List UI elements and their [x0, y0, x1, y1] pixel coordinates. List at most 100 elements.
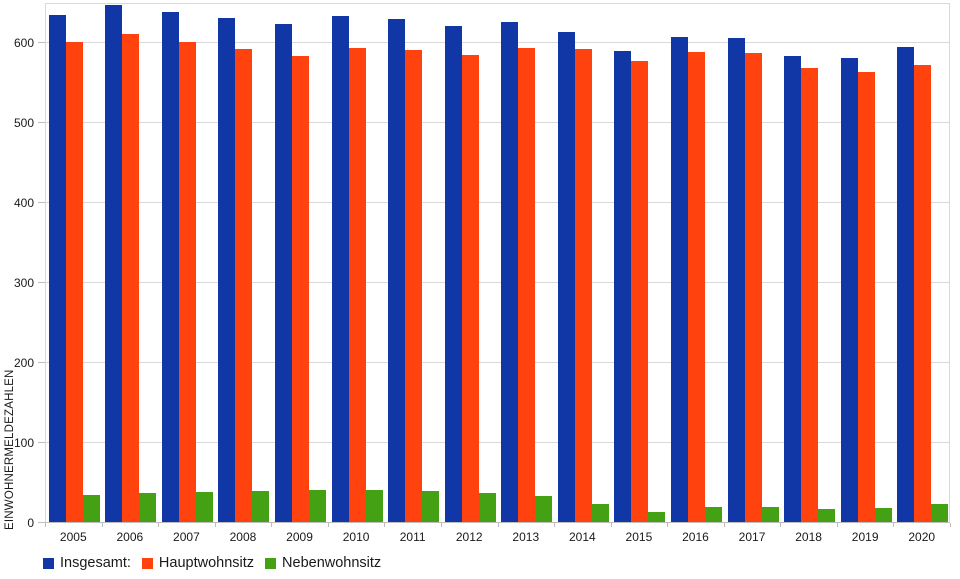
bar-insgesamt-2008	[218, 18, 236, 522]
gridline-300	[46, 282, 949, 283]
x-axis-label-2020: 2020	[908, 530, 936, 544]
bar-insgesamt-2005	[48, 14, 66, 522]
bar-nebenwohnsitz-2016	[704, 506, 722, 522]
bar-nebenwohnsitz-2012	[478, 493, 496, 522]
bar-group-2015	[612, 4, 669, 522]
y-tick	[38, 42, 45, 43]
y-tick	[38, 442, 45, 443]
x-axis-label-2006: 2006	[116, 530, 144, 544]
x-tick	[440, 523, 442, 527]
bar-nebenwohnsitz-2020	[931, 503, 949, 522]
bar-nebenwohnsitz-2013	[535, 495, 553, 522]
y-axis-label-300: 300	[13, 276, 34, 290]
x-axis-label-2013: 2013	[512, 530, 540, 544]
x-tick	[45, 523, 46, 527]
x-tick	[384, 523, 386, 527]
x-tick	[950, 523, 951, 527]
y-axis-label-600: 600	[13, 36, 34, 50]
plot-area	[45, 3, 950, 523]
gridline-400	[46, 202, 949, 203]
x-axis-label-2014: 2014	[568, 530, 596, 544]
x-axis-label-2019: 2019	[851, 530, 879, 544]
x-tick	[214, 523, 216, 527]
x-tick	[101, 523, 103, 527]
bar-hauptwohnsitz-2016	[687, 52, 705, 522]
bar-insgesamt-2013	[501, 22, 519, 522]
bar-nebenwohnsitz-2007	[195, 491, 213, 522]
bar-nebenwohnsitz-2005	[82, 494, 100, 522]
bar-insgesamt-2016	[670, 37, 688, 522]
y-axis-label-400: 400	[13, 196, 34, 210]
bar-nebenwohnsitz-2014	[591, 504, 609, 522]
bar-insgesamt-2009	[275, 24, 293, 522]
bar-nebenwohnsitz-2009	[309, 490, 327, 522]
x-axis-label-2005: 2005	[59, 530, 87, 544]
bar-nebenwohnsitz-2019	[874, 507, 892, 522]
y-axis-label-100: 100	[13, 436, 34, 450]
bar-hauptwohnsitz-2009	[292, 56, 310, 522]
gridline-100	[46, 442, 949, 443]
bar-group-2008	[216, 4, 273, 522]
bar-hauptwohnsitz-2013	[518, 48, 536, 522]
bar-group-2019	[838, 4, 895, 522]
x-tick	[893, 523, 895, 527]
x-axis-label-2015: 2015	[625, 530, 653, 544]
bar-hauptwohnsitz-2018	[801, 68, 819, 522]
x-tick	[836, 523, 838, 527]
bar-insgesamt-2010	[331, 15, 349, 522]
legend-item-hauptwohnsitz: Hauptwohnsitz	[141, 553, 254, 573]
bar-insgesamt-2012	[444, 26, 462, 522]
y-tick	[38, 202, 45, 203]
bar-hauptwohnsitz-2012	[461, 54, 479, 522]
x-tick	[723, 523, 725, 527]
x-axis-label-2009: 2009	[286, 530, 313, 544]
bar-insgesamt-2018	[784, 55, 802, 522]
y-tick	[38, 122, 45, 123]
bar-insgesamt-2011	[388, 18, 406, 522]
x-axis-label-2017: 2017	[738, 530, 766, 544]
x-tick	[554, 523, 556, 527]
bar-nebenwohnsitz-2006	[139, 493, 157, 522]
x-axis-label-2012: 2012	[455, 530, 483, 544]
x-axis-label-2011: 2011	[399, 530, 426, 544]
bar-hauptwohnsitz-2006	[122, 34, 140, 522]
bar-nebenwohnsitz-2010	[365, 490, 383, 522]
bar-group-2018	[781, 4, 838, 522]
bar-hauptwohnsitz-2011	[405, 50, 423, 522]
bar-group-2006	[103, 4, 160, 522]
legend: Insgesamt: Hauptwohnsitz Nebenwohnsitz	[43, 553, 381, 573]
bar-insgesamt-2019	[840, 58, 858, 522]
bar-group-2010	[329, 4, 386, 522]
bar-hauptwohnsitz-2005	[65, 42, 83, 522]
bar-insgesamt-2017	[727, 38, 745, 522]
bar-group-2013	[499, 4, 556, 522]
legend-swatch-nebenwohnsitz	[265, 557, 277, 569]
bar-hauptwohnsitz-2014	[574, 49, 592, 522]
x-tick	[158, 523, 160, 527]
legend-swatch-insgesamt	[43, 557, 54, 569]
x-tick	[327, 523, 329, 527]
bar-nebenwohnsitz-2011	[422, 490, 440, 522]
bar-hauptwohnsitz-2017	[744, 53, 762, 522]
bar-nebenwohnsitz-2017	[761, 506, 779, 522]
bar-group-2012	[442, 4, 499, 522]
x-tick	[667, 523, 669, 527]
bar-hauptwohnsitz-2015	[631, 61, 649, 522]
bar-hauptwohnsitz-2019	[857, 72, 875, 522]
x-tick	[780, 523, 782, 527]
bar-group-2009	[272, 4, 329, 522]
gridline-200	[46, 362, 949, 363]
x-axis-label-2007: 2007	[173, 530, 200, 544]
bar-group-2011	[385, 4, 442, 522]
bar-group-2007	[159, 4, 216, 522]
x-tick	[271, 523, 273, 527]
y-axis-label-500: 500	[13, 116, 34, 130]
bar-group-2014	[555, 4, 612, 522]
y-axis-label-200: 200	[13, 356, 34, 370]
bar-nebenwohnsitz-2008	[252, 490, 270, 522]
gridline-600	[46, 42, 949, 43]
bar-hauptwohnsitz-2008	[235, 49, 253, 522]
x-axis-label-2018: 2018	[795, 530, 822, 544]
bar-hauptwohnsitz-2010	[348, 47, 366, 522]
